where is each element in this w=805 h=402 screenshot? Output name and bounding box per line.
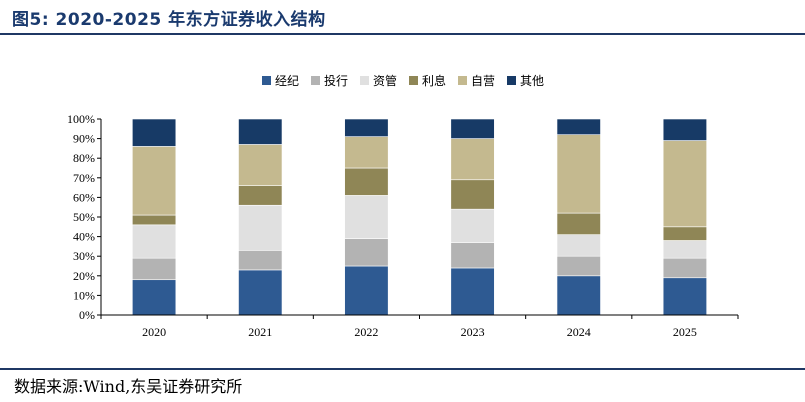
y-axis: 0% 10% 20% 30% 40% 50% 60% 70% 80% 90% 100%: [67, 112, 102, 322]
bar-segment-2025-2: [662, 240, 707, 259]
bar-segment-2023-1: [450, 242, 495, 269]
bar-segment-2020-2: [132, 224, 177, 259]
bar-segment-2020-4: [132, 146, 177, 216]
legend-label-1: 投行: [324, 73, 348, 88]
y-tick-label: 20%: [73, 269, 95, 283]
bar-segment-2025-1: [662, 257, 707, 279]
y-tick-label: 80%: [73, 151, 95, 165]
y-tick-label: 60%: [73, 190, 95, 204]
bar-segment-2022-3: [344, 167, 389, 196]
bar-segment-2022-5: [344, 118, 389, 137]
x-tick-label: 2025: [673, 325, 697, 339]
bar-segment-2022-1: [344, 238, 389, 267]
source-note: 数据来源:Wind,东吴证券研究所: [14, 377, 243, 396]
legend-swatch-1: [311, 76, 320, 85]
bottom-rule: [0, 368, 805, 370]
y-tick-label: 40%: [73, 230, 95, 244]
y-tick-label: 100%: [67, 112, 95, 126]
bar-segment-2025-0: [662, 277, 707, 316]
bar-segment-2023-4: [450, 138, 495, 181]
bar-segment-2023-5: [450, 118, 495, 139]
bar-segment-2024-4: [556, 134, 601, 214]
bar-segment-2025-5: [662, 118, 707, 141]
bar-segment-2023-2: [450, 208, 495, 243]
y-tick-label: 90%: [73, 132, 95, 146]
bar-segment-2022-2: [344, 195, 389, 239]
figure-title: 图5: 2020-2025 年东方证券收入结构: [12, 10, 326, 30]
bars: [132, 118, 707, 316]
bar-segment-2020-1: [132, 257, 177, 281]
y-tick-label: 50%: [73, 210, 95, 224]
legend-swatch-5: [507, 76, 516, 85]
bar-segment-2021-2: [238, 204, 283, 251]
chart-legend: 经纪 投行 资管 利息 自营 其他: [262, 73, 544, 88]
y-tick-label: 0%: [79, 308, 95, 322]
bar-segment-2021-1: [238, 250, 283, 271]
bar-segment-2023-0: [450, 267, 495, 316]
bar-segment-2024-5: [556, 118, 601, 135]
bar-segment-2020-0: [132, 279, 177, 316]
x-tick-label: 2024: [567, 325, 591, 339]
x-tick-label: 2020: [142, 325, 166, 339]
legend-label-5: 其他: [520, 74, 544, 88]
bar-segment-2022-0: [344, 265, 389, 316]
bar-segment-2021-4: [238, 144, 283, 186]
bar-segment-2024-2: [556, 234, 601, 257]
legend-label-3: 利息: [422, 73, 446, 88]
x-axis: 2020 2021 2022 2023 2024 2025: [100, 314, 739, 339]
x-tick-label: 2023: [461, 325, 485, 339]
stacked-bar-chart: 经纪 投行 资管 利息 自营 其他 0% 10% 20% 30% 40% 50% 60% 70% 80% 9…: [67, 73, 739, 339]
bar-segment-2025-3: [662, 226, 707, 241]
legend-swatch-0: [262, 76, 271, 85]
legend-label-4: 自营: [471, 74, 495, 88]
legend-swatch-4: [458, 76, 467, 85]
bar-segment-2021-0: [238, 269, 283, 316]
bar-segment-2020-5: [132, 118, 177, 147]
bar-segment-2024-3: [556, 212, 601, 235]
bar-segment-2021-3: [238, 185, 283, 206]
y-tick-label: 10%: [73, 288, 95, 302]
bar-segment-2023-3: [450, 179, 495, 210]
y-tick-label: 30%: [73, 249, 95, 263]
legend-label-2: 资管: [373, 73, 397, 88]
x-tick-label: 2022: [354, 325, 378, 339]
legend-swatch-2: [360, 76, 369, 85]
bar-segment-2024-1: [556, 255, 601, 277]
y-tick-label: 70%: [73, 171, 95, 185]
legend-label-0: 经纪: [275, 74, 299, 88]
bar-segment-2022-4: [344, 136, 389, 169]
legend-swatch-3: [409, 76, 418, 85]
bar-segment-2024-0: [556, 275, 601, 316]
bar-segment-2025-4: [662, 140, 707, 228]
top-rule: [0, 33, 805, 35]
bar-segment-2021-5: [238, 118, 283, 145]
bar-segment-2020-3: [132, 214, 177, 226]
x-tick-label: 2021: [248, 325, 272, 339]
